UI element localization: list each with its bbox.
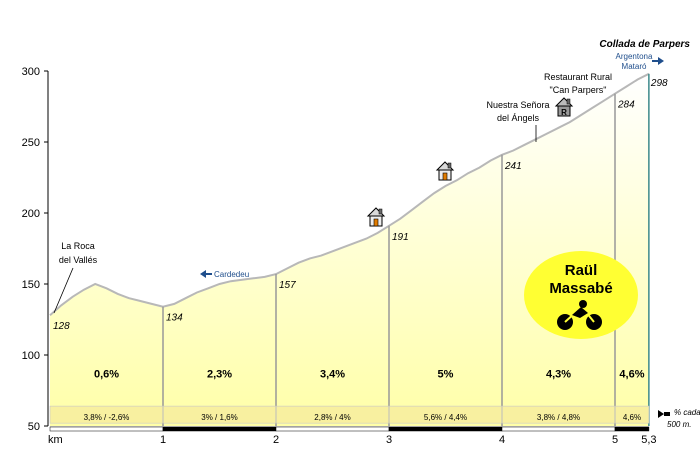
y-axis: 50 100 150 200 250 300 bbox=[22, 66, 49, 433]
profile-area bbox=[50, 73, 649, 427]
segment-detail: 3,8% / -2,6% bbox=[84, 413, 130, 422]
restaurant-line2: "Can Parpers" bbox=[550, 85, 607, 95]
segment-gradient: 5% bbox=[438, 369, 454, 381]
house-icon bbox=[366, 207, 386, 227]
elevation-labels: 128 134 157 191 241 284 298 bbox=[53, 78, 668, 332]
logo-line1: Raül bbox=[565, 262, 598, 279]
x-tick-label: 4 bbox=[499, 434, 505, 446]
y-tick-label: 150 bbox=[22, 279, 40, 291]
x-axis: 1 2 3 4 5 5,3 bbox=[49, 426, 657, 446]
profile-line bbox=[49, 72, 650, 316]
segment-gradient: 0,6% bbox=[94, 369, 119, 381]
restaurant-line1: Restaurant Rural bbox=[544, 72, 612, 82]
km-bar-segment bbox=[162, 426, 277, 432]
legend-line2: 500 m. bbox=[667, 420, 691, 429]
start-line1: La Roca bbox=[61, 241, 95, 251]
x-tick-label: 3 bbox=[386, 434, 392, 446]
km-bar-segment bbox=[49, 426, 164, 432]
x-tick-label: 2 bbox=[273, 434, 279, 446]
elevation-label: 157 bbox=[279, 280, 296, 291]
chart-title: Collada de Parpers bbox=[599, 39, 690, 50]
segment-detail: 3,8% / 4,8% bbox=[537, 413, 580, 422]
legend-line1: % cada bbox=[674, 408, 700, 417]
cyclist-icon bbox=[557, 300, 602, 330]
nuestra-line2: del Ángels bbox=[497, 113, 540, 123]
km-bar-segment bbox=[501, 426, 616, 432]
x-tick-label: 5 bbox=[612, 434, 618, 446]
km-bar-segment bbox=[614, 426, 650, 432]
elevation-label: 134 bbox=[166, 313, 183, 324]
logo-oval bbox=[524, 251, 638, 339]
annotation-exit: Argentona Mataró bbox=[616, 52, 664, 71]
gradient-band: 3,8% / -2,6% 3% / 1,6% 2,8% / 4% 5,6% / 4,4… bbox=[49, 405, 650, 424]
segment-labels: 0,6% 2,3% 3,4% 5% 4,3% 4,6% bbox=[94, 369, 645, 381]
segment-detail: 5,6% / 4,4% bbox=[424, 413, 467, 422]
band-legend: % cada 500 m. bbox=[658, 408, 700, 429]
exit-line2: Mataró bbox=[622, 62, 647, 71]
nuestra-line1: Nuestra Señora bbox=[486, 100, 549, 110]
arrow-right-icon bbox=[652, 57, 664, 65]
segment-gradient: 3,4% bbox=[320, 369, 345, 381]
km-bar-segment bbox=[275, 426, 390, 432]
arrow-left-icon bbox=[200, 270, 212, 278]
elevation-label: 284 bbox=[617, 100, 635, 111]
x-axis-label: km bbox=[48, 434, 63, 446]
y-tick-label: 250 bbox=[22, 137, 40, 149]
segment-gradient: 4,6% bbox=[619, 369, 644, 381]
author-logo: Raül Massabé bbox=[524, 251, 638, 339]
segment-detail: 2,8% / 4% bbox=[314, 413, 350, 422]
elevation-label: 191 bbox=[392, 232, 409, 243]
arrow-left-icon bbox=[658, 410, 670, 418]
restaurant-icon: R bbox=[554, 97, 574, 117]
x-tick-label: 5,3 bbox=[641, 434, 656, 446]
y-tick-label: 200 bbox=[22, 208, 40, 220]
segment-detail: 3% / 1,6% bbox=[201, 413, 237, 422]
segment-detail: 4,6% bbox=[623, 413, 641, 422]
y-tick-label: 50 bbox=[28, 421, 40, 433]
annotation-start: La Roca del Vallés bbox=[53, 241, 98, 314]
elevation-label: 298 bbox=[650, 78, 668, 89]
exit-line1: Argentona bbox=[616, 52, 653, 61]
annotation-restaurant: Restaurant Rural "Can Parpers" bbox=[544, 72, 612, 95]
segment-gradient: 4,3% bbox=[546, 369, 571, 381]
start-pointer bbox=[53, 267, 74, 314]
elevation-label: 241 bbox=[504, 161, 522, 172]
start-line2: del Vallés bbox=[59, 255, 98, 265]
y-tick-label: 100 bbox=[22, 350, 40, 362]
x-tick-label: 1 bbox=[160, 434, 166, 446]
annotation-cardedeu: Cardedeu bbox=[200, 270, 249, 279]
y-tick-label: 300 bbox=[22, 66, 40, 78]
band-background bbox=[49, 405, 650, 424]
km-bar-segment bbox=[388, 426, 503, 432]
logo-line2: Massabé bbox=[549, 280, 612, 297]
elevation-label: 128 bbox=[53, 321, 70, 332]
segment-gradient: 2,3% bbox=[207, 369, 232, 381]
house-icon bbox=[435, 161, 455, 181]
cardedeu-label: Cardedeu bbox=[214, 270, 249, 279]
svg-text:R: R bbox=[561, 108, 567, 117]
annotation-nuestra: Nuestra Señora del Ángels bbox=[486, 100, 550, 142]
